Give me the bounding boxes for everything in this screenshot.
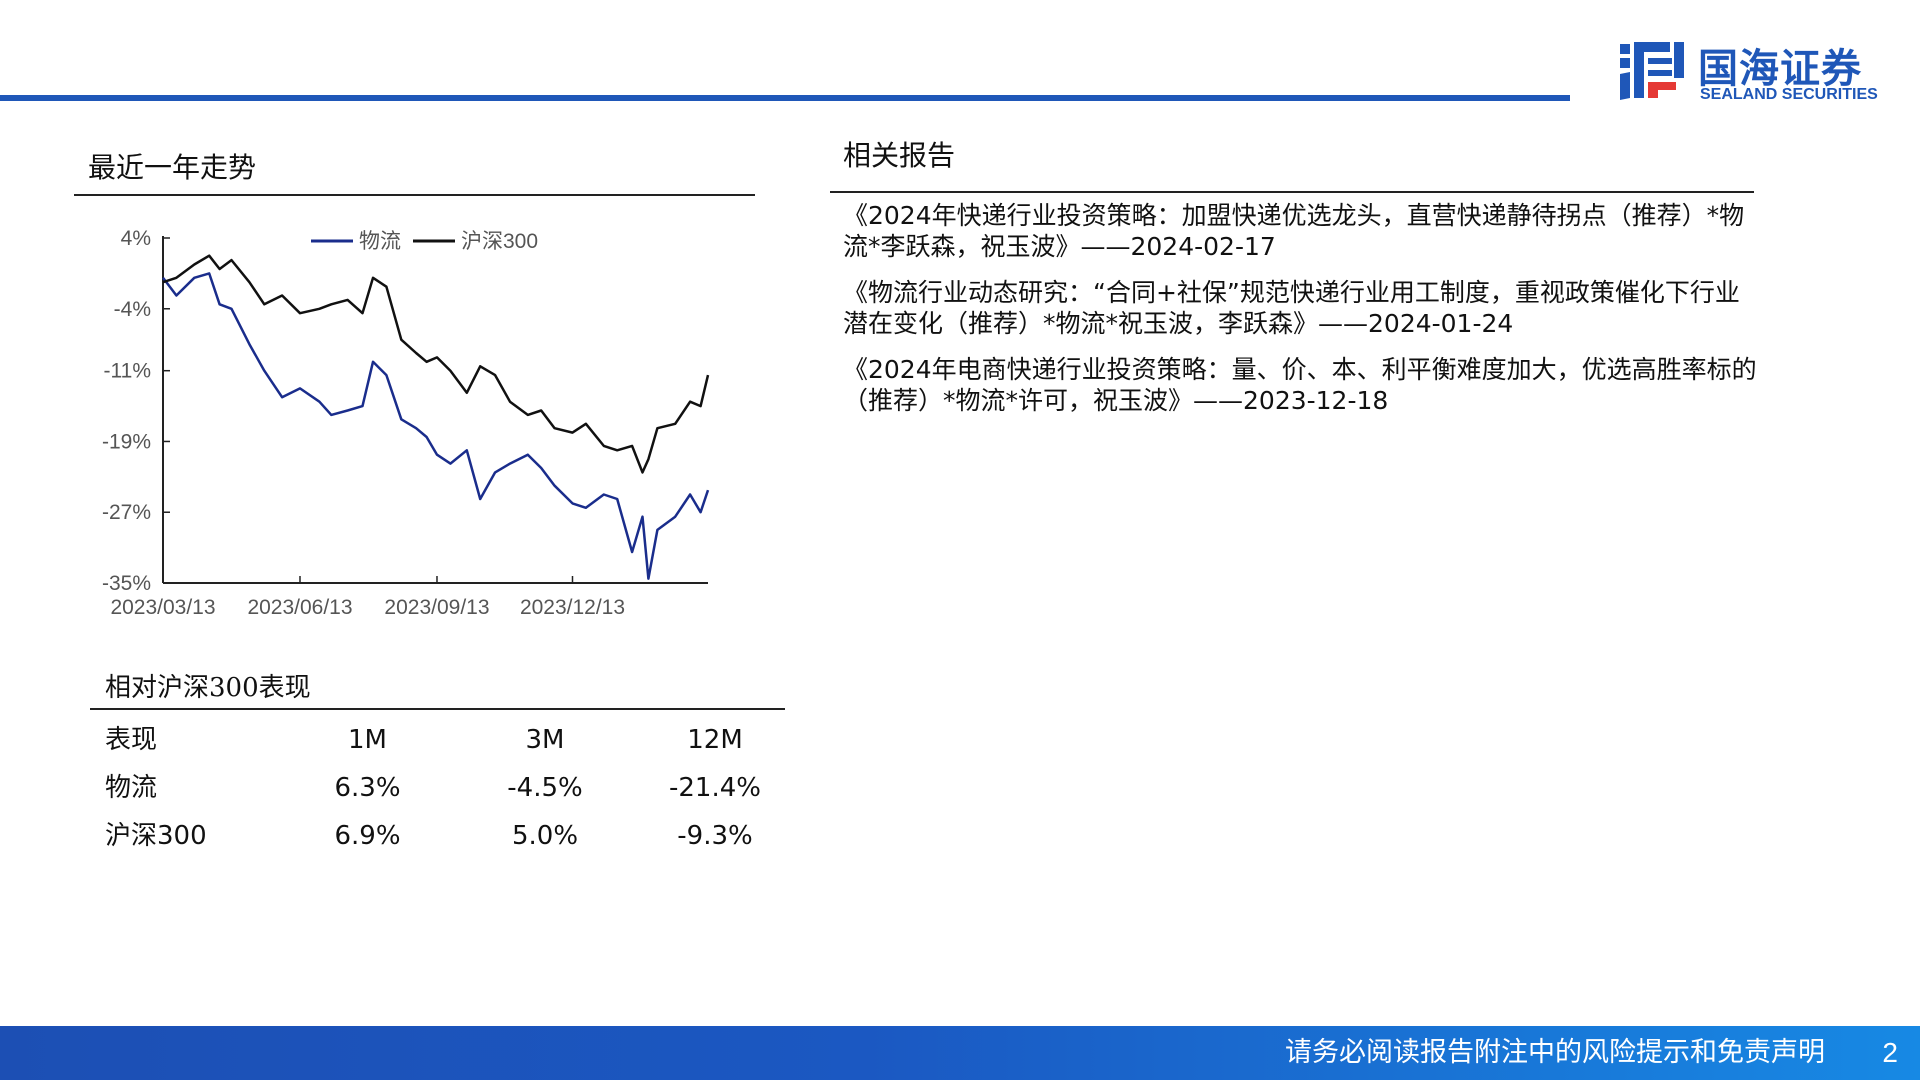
y-tick-label: -11% [104,360,151,383]
table-cell: 沪深300 [105,821,207,851]
x-tick-label: 2023/09/13 [384,596,489,619]
table-row: 物流 6.3% -4.5% -21.4% [90,764,785,812]
y-tick-label: -35% [102,572,151,595]
related-title: 相关报告 [843,139,956,172]
related-report-item[interactable]: 《物流行业动态研究：“合同+社保”规范快递行业用工制度，重视政策催化下行业潜在变… [843,278,1740,338]
performance-table: 表现 1M 3M 12M 物流 6.3% -4.5% -21.4% 沪深300 … [90,716,785,860]
footer-bar: 请务必阅读报告附注中的风险提示和免责声明 2 [0,1026,1920,1080]
x-tick-label: 2023/12/13 [520,596,625,619]
trend-title: 最近一年走势 [88,151,257,184]
header-cell: 1M [348,725,387,755]
table-cell: -9.3% [677,821,753,851]
table-cell: 6.3% [334,773,401,803]
table-cell: 6.9% [334,821,401,851]
header-rule [0,95,1570,101]
trend-title-rule [74,194,755,196]
performance-title: 相对沪深300表现 [105,673,311,703]
header-cell: 3M [525,725,565,755]
table-row: 沪深300 6.9% 5.0% -9.3% [90,812,785,860]
legend-label: 沪深300 [461,230,538,253]
trend-chart: 4% -4% -11% -19% -27% -35% 2023/03/13 2023/06/1… [78,218,728,628]
x-tick-label: 2023/06/13 [247,596,352,619]
related-report-item[interactable]: 《2024年快递行业投资策略：加盟快递优选龙头，直营快递静待拐点（推荐）*物流*… [843,201,1745,261]
brand-name-cn: 国海证券 [1698,46,1862,92]
related-title-rule [830,191,1754,193]
performance-rule [90,708,785,710]
performance-section: 相对沪深300表现 表现 1M 3M 12M 物流 6.3% -4.5% -21… [90,668,785,860]
page-number: 2 [1882,1037,1898,1068]
header-cell: 表现 [105,725,158,755]
y-tick-label: 4% [121,227,151,250]
related-report-item[interactable]: 《2024年电商快递行业投资策略：量、价、本、利平衡难度加大，优选高胜率标的（推… [843,355,1757,415]
y-tick-label: -4% [114,298,151,321]
table-cell: 物流 [105,773,158,803]
series-line-logistics [162,272,710,580]
y-tick-label: -19% [102,430,151,453]
footer-disclaimer: 请务必阅读报告附注中的风险提示和免责声明 [1285,1037,1825,1068]
table-cell: -21.4% [669,773,761,803]
performance-header-row: 表现 1M 3M 12M [90,716,785,764]
trend-chart-svg: 4% -4% -11% -19% -27% -35%2023/03/13 2023/06/1… [102,227,710,619]
table-cell: -4.5% [507,773,583,803]
related-report-list: 《2024年快递行业投资策略：加盟快递优选龙头，直营快递静待拐点（推荐）*物流*… [843,200,1763,431]
brand-logo: 国海证券 SEALAND SECURITIES [1612,34,1882,108]
sealand-logo-icon [1620,42,1684,100]
x-tick-label: 2023/03/13 [110,596,215,619]
header-cell: 12M [687,725,743,755]
series-line-csi300 [162,254,710,474]
table-cell: 5.0% [511,821,579,851]
legend-label: 物流 [359,230,401,253]
y-tick-label: -27% [102,501,151,524]
brand-name-en: SEALAND SECURITIES [1700,86,1878,103]
